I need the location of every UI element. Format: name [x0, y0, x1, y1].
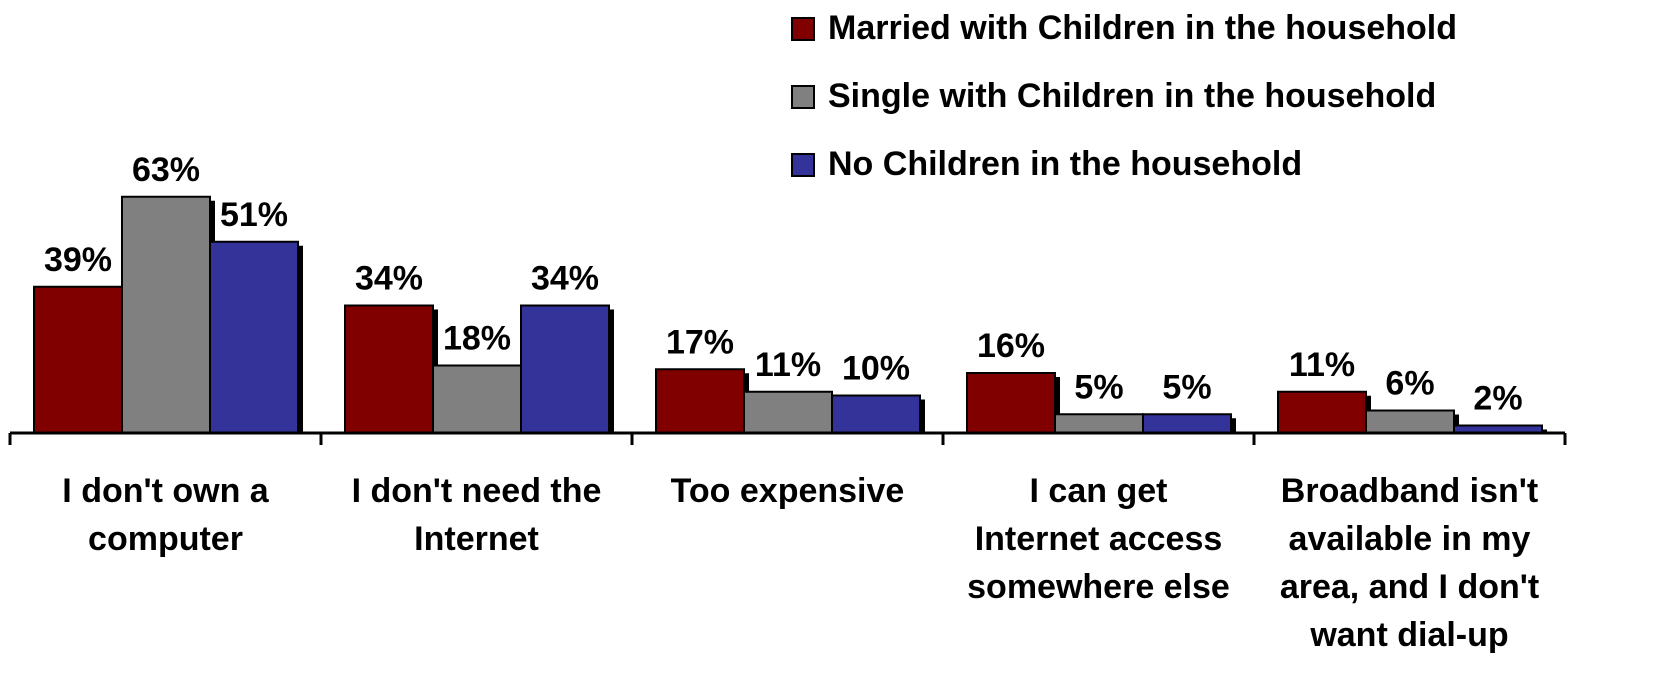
legend-entry: No Children in the household	[828, 145, 1302, 183]
data-label: 11%	[1289, 346, 1355, 384]
bar-1-5	[1277, 390, 1367, 434]
bar-3-4	[1142, 413, 1232, 434]
data-label: 5%	[1074, 368, 1123, 406]
data-label: 2%	[1473, 380, 1522, 418]
data-label: 51%	[220, 196, 288, 234]
legend: Married with Children in the household Si…	[791, 9, 1457, 183]
category-label: want dial-up	[1309, 616, 1508, 654]
data-label: 39%	[44, 241, 112, 279]
legend-swatch	[791, 153, 815, 177]
data-label: 6%	[1385, 365, 1434, 403]
bar-2-4	[1054, 413, 1144, 434]
x-axis	[8, 431, 1567, 445]
legend-swatch	[791, 17, 815, 41]
bar-3-3	[831, 394, 921, 434]
category-label: Too expensive	[671, 472, 905, 510]
data-label: 5%	[1162, 368, 1211, 406]
category-label: I don't own a	[62, 472, 269, 510]
value-labels-layer: 39% 63% 51% 34% 18% 34% 17% 11% 10% 16% 5% 5% 11% 6% 2…	[44, 151, 1523, 418]
data-label: 16%	[977, 327, 1045, 365]
category-label: computer	[88, 520, 243, 558]
category-label: somewhere else	[967, 568, 1230, 606]
category-label: I can get	[1030, 472, 1168, 510]
data-label: 10%	[842, 350, 910, 388]
category-label: Internet	[414, 520, 539, 558]
data-label: 34%	[531, 260, 599, 298]
category-label: Internet access	[975, 520, 1223, 558]
data-label: 17%	[666, 323, 734, 361]
data-label: 18%	[443, 320, 511, 358]
bar-1-4	[966, 372, 1056, 434]
bar-2-3	[743, 390, 833, 434]
data-label: 63%	[132, 151, 200, 189]
category-label: I don't need the	[352, 472, 602, 510]
bar-1-1	[33, 285, 123, 434]
legend-entry: Single with Children in the household	[828, 77, 1436, 115]
bar-2-1	[121, 195, 211, 434]
data-label: 11%	[755, 346, 821, 384]
data-label: 34%	[355, 260, 423, 298]
category-label: available in my	[1289, 520, 1531, 558]
category-label: Broadband isn't	[1281, 472, 1538, 510]
bar-1-2	[344, 304, 434, 434]
bar-1-3	[655, 368, 745, 434]
category-labels-layer: I don't own a computer I don't need the Int…	[62, 472, 1539, 654]
legend-entry: Married with Children in the household	[828, 9, 1457, 47]
bars-layer	[33, 195, 1547, 434]
legend-swatch	[791, 85, 815, 109]
bar-2-5	[1365, 409, 1455, 434]
category-label: area, and I don't	[1280, 568, 1539, 606]
bar-3-2	[520, 304, 610, 434]
bar-2-2	[432, 364, 522, 434]
bar-3-1	[209, 240, 299, 434]
